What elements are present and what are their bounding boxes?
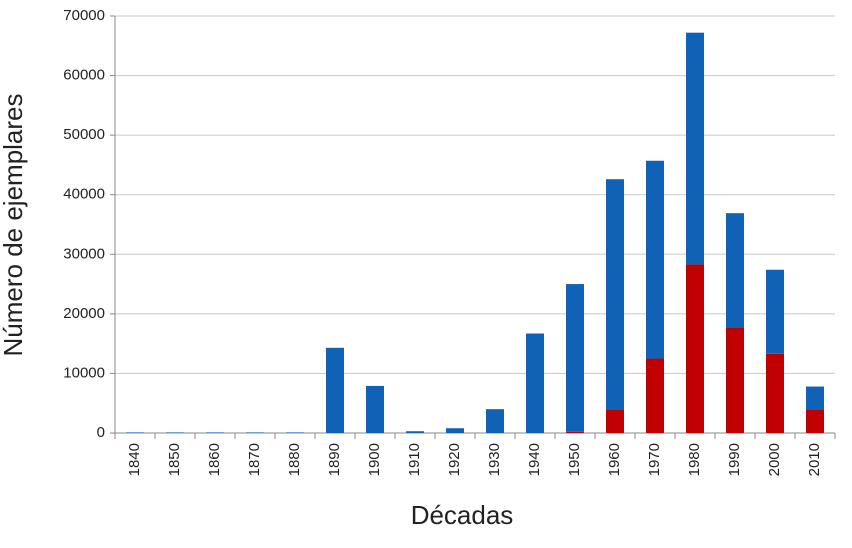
x-tick-label: 1920 [446, 443, 463, 476]
bar-segment [206, 432, 224, 433]
bar-segment [606, 409, 624, 433]
x-tick-label: 1910 [406, 443, 423, 476]
bar-segment [686, 264, 704, 433]
bar-segment [806, 386, 824, 410]
bar-segment [566, 431, 584, 433]
bar-segment [246, 432, 264, 433]
y-tick-label: 0 [97, 424, 105, 441]
bar-segment [406, 431, 424, 433]
x-tick-label: 2000 [766, 443, 783, 476]
bar-segment [646, 358, 664, 433]
bar-segment [766, 353, 784, 433]
bar-segment [526, 333, 544, 433]
bar-segment [806, 409, 824, 433]
bar-segment [326, 347, 344, 433]
x-tick-label: 1890 [326, 443, 343, 476]
bar-segment [766, 269, 784, 354]
y-tick-label: 50000 [63, 126, 105, 143]
bar-segment [126, 432, 144, 433]
y-tick-label: 20000 [63, 305, 105, 322]
x-tick-label: 1880 [286, 443, 303, 476]
x-tick-label: 1950 [566, 443, 583, 476]
bar-segment [366, 385, 384, 433]
x-tick-label: 1980 [686, 443, 703, 476]
x-tick-label: 1940 [526, 443, 543, 476]
bar-segment [606, 179, 624, 410]
y-tick-label: 30000 [63, 245, 105, 262]
bar-segment [646, 160, 664, 359]
y-tick-label: 70000 [63, 7, 105, 24]
x-tick-label: 1860 [206, 443, 223, 476]
bar-segment [486, 409, 504, 433]
y-axis-title: Número de ejemplares [0, 93, 28, 356]
x-tick-label: 1870 [246, 443, 263, 476]
x-tick-label: 1960 [606, 443, 623, 476]
bar-segment [726, 327, 744, 433]
y-tick-label: 10000 [63, 364, 105, 381]
x-tick-label: 1840 [126, 443, 143, 476]
x-tick-label: 1990 [726, 443, 743, 476]
x-tick-label: 2010 [806, 443, 823, 476]
x-tick-label: 1850 [166, 443, 183, 476]
x-tick-label: 1900 [366, 443, 383, 476]
bar-segment [566, 284, 584, 432]
y-tick-label: 60000 [63, 67, 105, 84]
x-tick-label: 1930 [486, 443, 503, 476]
bar-segment [446, 428, 464, 433]
x-tick-label: 1970 [646, 443, 663, 476]
y-tick-label: 40000 [63, 186, 105, 203]
bar-segment [166, 432, 184, 433]
x-axis-title: Décadas [411, 500, 514, 530]
bar-segment [686, 32, 704, 265]
bar-segment [286, 432, 304, 433]
bar-segment [726, 213, 744, 328]
